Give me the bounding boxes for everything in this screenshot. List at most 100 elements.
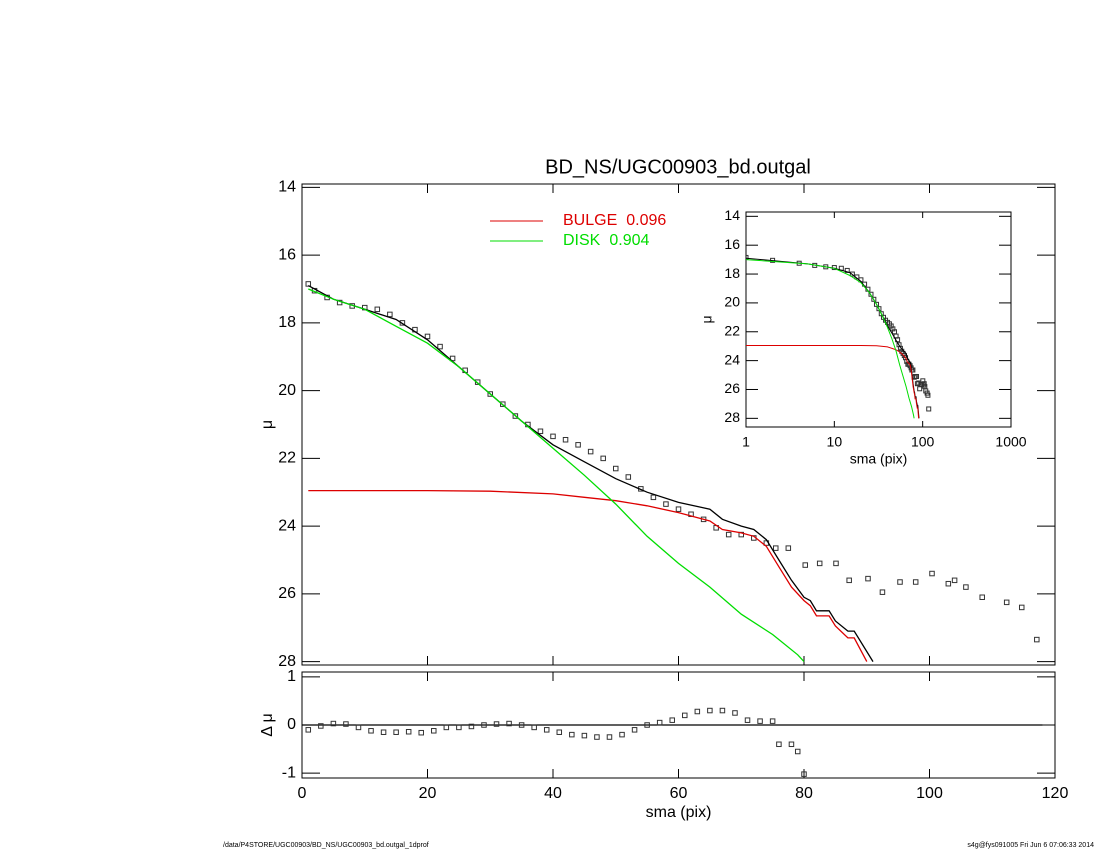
- data-point: [846, 577, 852, 584]
- data-point: [644, 722, 650, 728]
- footer-right: s4g@fys091005 Fri Jun 6 07:06:33 2014: [967, 842, 1094, 849]
- data-point: [537, 428, 544, 435]
- data-point: [575, 442, 581, 448]
- y-tick-label: -1: [282, 764, 296, 781]
- data-point: [556, 729, 563, 735]
- data-point: [424, 333, 431, 340]
- data-point: [330, 720, 337, 727]
- data-point: [913, 373, 919, 379]
- y-tick-label: 24: [724, 351, 740, 367]
- data-point: [785, 545, 792, 551]
- data-point: [474, 379, 481, 385]
- model-line: [308, 489, 868, 662]
- x-tick-label: 20: [419, 785, 437, 802]
- model-line: [307, 285, 874, 662]
- model-line: [746, 345, 920, 419]
- y-tick-label: 1: [287, 668, 296, 685]
- data-point: [746, 254, 749, 260]
- data-point: [380, 729, 387, 735]
- y-tick-label: 14: [724, 207, 740, 223]
- data-point: [431, 728, 437, 734]
- data-point: [816, 560, 823, 567]
- y-tick-label: 28: [724, 409, 740, 425]
- data-point: [600, 455, 606, 462]
- x-axis-label: sma (pix): [646, 804, 712, 821]
- y-tick-label: 24: [278, 517, 296, 534]
- data-point: [801, 771, 807, 777]
- data-point: [581, 732, 588, 739]
- data-point: [650, 494, 657, 501]
- y-tick-label: 16: [724, 236, 740, 252]
- data-point: [719, 707, 726, 714]
- data-point: [963, 584, 969, 590]
- data-point: [929, 570, 935, 577]
- data-point: [794, 748, 801, 755]
- data-point: [788, 741, 795, 748]
- y-tick-label: 14: [278, 179, 296, 196]
- plot-area: [302, 707, 1043, 777]
- data-point: [481, 722, 487, 728]
- data-point: [951, 577, 958, 584]
- data-point: [443, 724, 450, 731]
- y-tick-label: 22: [278, 450, 296, 467]
- model-line: [746, 259, 915, 419]
- data-point: [456, 724, 462, 731]
- data-point: [318, 723, 324, 729]
- footer-left: /data/P4STORE/UGC00903/BD_NS/UGC00903_bd…: [223, 842, 429, 849]
- data-point: [531, 724, 537, 731]
- chart-title: BD_NS/UGC00903_bd.outgal: [545, 156, 811, 178]
- data-point: [343, 721, 349, 727]
- y-tick-label: 26: [724, 380, 740, 396]
- data-point: [468, 723, 475, 730]
- data-point: [594, 734, 600, 740]
- y-axis-label: μ: [699, 315, 715, 323]
- data-point: [569, 731, 575, 738]
- data-point: [871, 296, 877, 302]
- data-point: [387, 311, 393, 318]
- y-tick-label: 20: [278, 382, 296, 399]
- data-point: [418, 729, 424, 736]
- data-point: [1003, 599, 1010, 606]
- data-point: [543, 727, 550, 733]
- data-point: [305, 727, 312, 733]
- data-point: [769, 718, 776, 724]
- legend-fraction: 0.096: [626, 212, 666, 229]
- data-point: [844, 267, 850, 273]
- x-tick-label: 100: [911, 434, 935, 450]
- data-point: [773, 545, 779, 551]
- model-line: [308, 288, 805, 663]
- x-tick-label: 40: [544, 785, 562, 802]
- data-point: [613, 465, 619, 472]
- data-point: [1034, 636, 1040, 643]
- data-point: [744, 717, 751, 723]
- data-point: [587, 448, 594, 455]
- data-point: [849, 271, 855, 277]
- data-point: [518, 722, 525, 728]
- plot-area: [746, 254, 932, 419]
- data-point: [879, 589, 886, 595]
- x-tick-label: 100: [916, 785, 943, 802]
- data-point: [865, 575, 871, 582]
- x-tick-label: 1: [742, 434, 750, 450]
- data-point: [663, 501, 669, 507]
- data-point: [776, 741, 782, 748]
- data-point: [926, 406, 932, 412]
- data-point: [631, 727, 638, 733]
- data-point: [437, 343, 443, 350]
- data-point: [368, 728, 374, 734]
- data-point: [979, 594, 985, 601]
- x-tick-label: 60: [670, 785, 688, 802]
- data-point: [876, 306, 882, 312]
- y-tick-label: 16: [278, 246, 296, 263]
- legend-label: BULGE: [563, 212, 617, 229]
- data-point: [732, 710, 738, 716]
- data-point: [707, 707, 713, 714]
- data-point: [945, 580, 952, 587]
- plot-area: [305, 281, 1040, 663]
- y-axis-label: Δ μ: [259, 713, 276, 736]
- data-point: [625, 474, 632, 480]
- data-point: [868, 291, 874, 297]
- y-tick-label: 26: [278, 585, 296, 602]
- data-point: [897, 579, 903, 585]
